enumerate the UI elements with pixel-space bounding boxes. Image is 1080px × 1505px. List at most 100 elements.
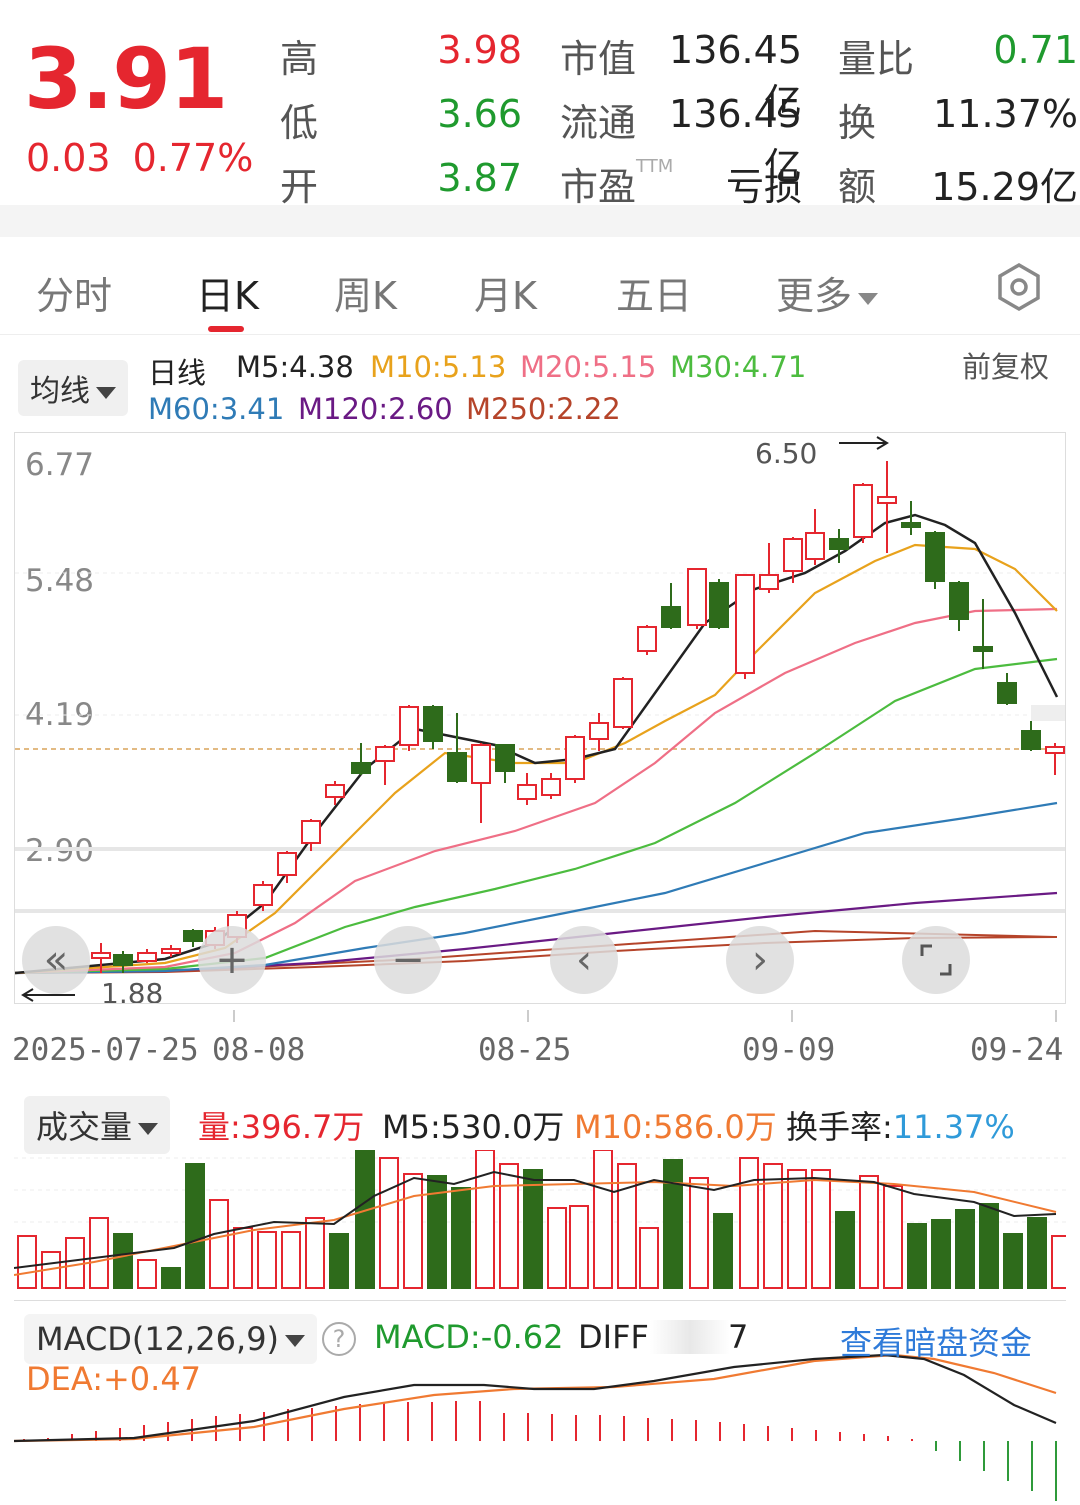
candle-body bbox=[113, 954, 133, 966]
candle-body bbox=[637, 626, 657, 652]
tab-intraday[interactable]: 分时 bbox=[36, 274, 113, 318]
macd-plot bbox=[13, 1353, 1057, 1501]
volume-bar bbox=[185, 1163, 205, 1289]
candle-body bbox=[277, 852, 297, 876]
candle-body bbox=[783, 538, 803, 572]
ma120-value: M120:2.60 bbox=[298, 392, 453, 426]
candle-body bbox=[759, 574, 779, 590]
candle-body bbox=[997, 682, 1017, 704]
float-value: 136.45亿 bbox=[669, 92, 802, 189]
volume-bar bbox=[547, 1207, 567, 1289]
active-tab-indicator bbox=[208, 326, 244, 332]
fullscreen-icon[interactable] bbox=[902, 926, 970, 994]
volume-bar bbox=[281, 1231, 301, 1289]
volume-number: 396.7万 bbox=[240, 1108, 365, 1146]
candle-body bbox=[399, 706, 419, 746]
ma30-value: M30:4.71 bbox=[670, 350, 807, 384]
volume-ratio-value: 0.71 bbox=[993, 28, 1078, 72]
tab-daily-k[interactable]: 日K bbox=[196, 274, 259, 318]
quote-header: 3.91 0.03 0.77% 高 3.98 低 3.66 开 3.87 市值 1… bbox=[0, 0, 1080, 209]
volume-bar bbox=[257, 1231, 277, 1289]
volume-bar bbox=[379, 1157, 399, 1289]
period-tabs: 分时 日K 周K 月K 五日 更多 bbox=[0, 237, 1080, 335]
last-price: 3.91 bbox=[24, 30, 228, 128]
kline-chart[interactable]: 6.77 5.48 4.19 2.90 6.50 1.88 bbox=[14, 432, 1066, 1004]
volume-selector[interactable]: 成交量 bbox=[24, 1096, 171, 1154]
ma5-value: M5:4.38 bbox=[236, 350, 354, 384]
low-value: 3.66 bbox=[437, 92, 522, 136]
volume-bar bbox=[811, 1169, 831, 1289]
adjust-mode[interactable]: 前复权 bbox=[962, 350, 1050, 384]
candle-body bbox=[423, 706, 443, 742]
volume-bar bbox=[787, 1169, 807, 1289]
volume-header: 成交量 量:396.7万 M5:530.0万 M10:586.0万 换手率:11… bbox=[0, 1088, 1080, 1154]
candle-body bbox=[901, 522, 921, 528]
macd-histogram bbox=[23, 1401, 1057, 1501]
caret-down-icon bbox=[858, 292, 879, 305]
volume-ratio-label: 量比 bbox=[838, 37, 915, 81]
low-label: 低 bbox=[280, 101, 319, 145]
ma60-value: M60:3.41 bbox=[148, 392, 285, 426]
ma10-value: M10:5.13 bbox=[370, 350, 507, 384]
gear-icon[interactable] bbox=[994, 262, 1044, 312]
chevron-right-icon[interactable]: › bbox=[726, 926, 794, 994]
zoom-out-icon[interactable]: « bbox=[22, 926, 90, 994]
volume-turnover-value: 11.37% bbox=[892, 1108, 1015, 1146]
volume-bar bbox=[499, 1163, 519, 1289]
macd-panel[interactable] bbox=[13, 1300, 1066, 1501]
dark-pool-link[interactable]: 查看暗盘资金 bbox=[840, 1324, 1033, 1362]
turnover-label: 换 bbox=[838, 101, 877, 145]
ma-selector[interactable]: 均线 bbox=[18, 360, 128, 416]
candle-body bbox=[91, 952, 111, 959]
volume-m10: M10:586.0万 bbox=[574, 1108, 777, 1146]
tab-weekly-k[interactable]: 周K bbox=[334, 274, 397, 318]
volume-bar bbox=[883, 1185, 903, 1289]
volume-bar bbox=[739, 1157, 759, 1289]
zoom-in-icon[interactable]: + bbox=[198, 926, 266, 994]
tab-more-label: 更多 bbox=[776, 274, 853, 318]
open-label: 开 bbox=[280, 165, 319, 209]
volume-bar bbox=[113, 1233, 133, 1289]
minus-icon[interactable]: − bbox=[374, 926, 442, 994]
volume-bar bbox=[593, 1149, 613, 1289]
candle-body bbox=[565, 736, 585, 780]
ma20-value: M20:5.15 bbox=[520, 350, 657, 384]
float-label: 流通 bbox=[560, 101, 637, 145]
candle-body bbox=[375, 746, 395, 762]
mcap-value: 136.45亿 bbox=[669, 28, 802, 125]
candle-body bbox=[805, 532, 825, 560]
candle-body bbox=[709, 582, 729, 628]
chevron-left-icon[interactable]: ‹ bbox=[550, 926, 618, 994]
kline-plot: 6.50 1.88 bbox=[15, 436, 1065, 1003]
volume-m5: M5:530.0万 bbox=[382, 1108, 565, 1146]
volume-bar bbox=[403, 1173, 423, 1289]
candle-body bbox=[949, 582, 969, 620]
pe-label: 市盈TTM bbox=[560, 156, 673, 211]
candle-body bbox=[735, 574, 755, 674]
volume-chart[interactable] bbox=[13, 1149, 1071, 1290]
volume-bar bbox=[763, 1163, 783, 1289]
candle-body bbox=[161, 948, 181, 954]
volume-bar bbox=[979, 1203, 999, 1289]
tab-five-day[interactable]: 五日 bbox=[616, 274, 693, 318]
macd-header: MACD(12,26,9) MACD:-0.62 DIFF 7 查看暗盘资金 D… bbox=[0, 1308, 1080, 1398]
tab-more[interactable]: 更多 bbox=[776, 265, 879, 320]
volume-bar bbox=[305, 1217, 325, 1289]
candle-body bbox=[541, 778, 561, 796]
candle-body bbox=[687, 568, 707, 626]
period-label: 日线 bbox=[148, 356, 207, 390]
help-icon[interactable]: ? bbox=[322, 1322, 356, 1356]
tab-monthly-k[interactable]: 月K bbox=[474, 274, 537, 318]
candle-body bbox=[925, 532, 945, 582]
volume-bar bbox=[355, 1149, 375, 1289]
volume-bar bbox=[1051, 1235, 1071, 1289]
volume-bar bbox=[639, 1227, 659, 1289]
mcap-label: 市值 bbox=[560, 37, 637, 81]
amount-label: 额 bbox=[838, 165, 877, 209]
open-value: 3.87 bbox=[437, 156, 522, 200]
change-percent: 0.77% bbox=[132, 136, 254, 180]
x-tick-label: 09-24 bbox=[970, 1032, 1064, 1068]
macd-selector[interactable]: MACD(12,26,9) bbox=[24, 1314, 318, 1364]
candle-body bbox=[661, 606, 681, 628]
volume-bar bbox=[451, 1187, 471, 1289]
